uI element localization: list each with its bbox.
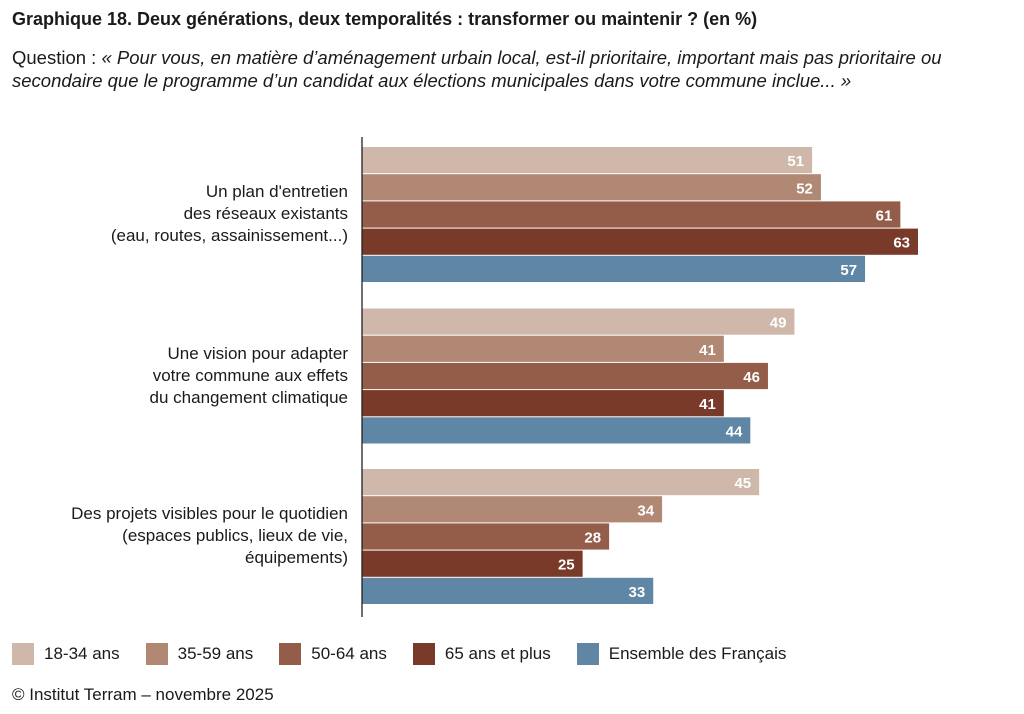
legend-label: Ensemble des Français [608, 644, 787, 663]
data-label: 41 [699, 342, 716, 359]
chart-question: Question : « Pour vous, en matière d’amé… [12, 47, 1017, 92]
category-label: Des projets visibles pour le quotidien (e… [8, 503, 348, 569]
legend-swatch [12, 643, 34, 665]
category-label-line: Des projets visibles pour le quotidien [71, 504, 348, 523]
bar [362, 550, 583, 577]
bar [362, 390, 724, 417]
legend-item: Ensemble des Français [576, 643, 787, 665]
data-label: 28 [584, 530, 601, 547]
bar [362, 523, 610, 550]
data-label: 44 [726, 423, 743, 440]
category-label-line: (espaces publics, lieux de vie, [122, 526, 348, 545]
bar [362, 255, 866, 282]
legend-item: 18-34 ans [12, 643, 120, 665]
category-label-line: Une vision pour adapter [167, 343, 348, 363]
category-label-line: équipements) [244, 548, 348, 567]
legend-label: 65 ans et plus [444, 644, 551, 663]
bar [362, 362, 768, 390]
legend-item: 35-59 ans [145, 643, 254, 665]
bar [362, 228, 918, 255]
category-label-line: du changement climatique [149, 387, 348, 407]
data-label: 61 [876, 208, 893, 225]
bar [362, 469, 760, 496]
data-label: 34 [637, 502, 654, 519]
legend-swatch [412, 643, 435, 665]
category-label: Une vision pour adapter votre commune aux… [8, 343, 348, 409]
data-label: 57 [840, 262, 857, 279]
bar [362, 308, 795, 335]
data-label: 63 [893, 235, 910, 252]
bar [362, 201, 901, 228]
question-prefix: Question : [12, 47, 102, 68]
chart-title: Graphique 18. Deux générations, deux tem… [12, 9, 758, 29]
legend-swatch [145, 643, 168, 665]
legend-label: 18-34 ans [44, 644, 120, 663]
bar [362, 335, 724, 362]
legend-label: 35-59 ans [177, 644, 254, 663]
data-label: 33 [629, 584, 646, 601]
legend-item: 65 ans et plus [412, 643, 551, 665]
legend-swatch [576, 643, 599, 665]
bar [362, 577, 654, 604]
category-label-line: Un plan d'entretien [205, 182, 348, 201]
category-label-line: des réseaux existants [183, 204, 348, 223]
question-text: « Pour vous, en matière d’aménagement ur… [12, 47, 942, 91]
data-label: 46 [743, 369, 760, 386]
category-label: Un plan d'entretien des réseaux existants… [8, 181, 348, 247]
legend-label: 50-64 ans [311, 644, 387, 663]
data-label: 52 [796, 180, 813, 197]
legend-item: 50-64 ans [279, 643, 387, 665]
category-label-line: votre commune aux effets [152, 365, 348, 385]
source-note: © Institut Terram – novembre 2025 [12, 685, 274, 704]
data-label: 51 [787, 153, 804, 170]
data-label: 41 [699, 396, 716, 413]
bar [362, 174, 821, 201]
data-label: 45 [734, 475, 751, 492]
data-label: 49 [770, 315, 787, 332]
category-label-line: (eau, routes, assainissement...) [110, 226, 348, 245]
bar [362, 417, 751, 444]
legend: 18-34 ans 35-59 ans 50-64 ans 65 ans et plu… [12, 643, 812, 665]
bar [362, 147, 813, 174]
data-label: 25 [558, 557, 575, 574]
legend-swatch [279, 643, 302, 665]
bar [362, 496, 663, 523]
